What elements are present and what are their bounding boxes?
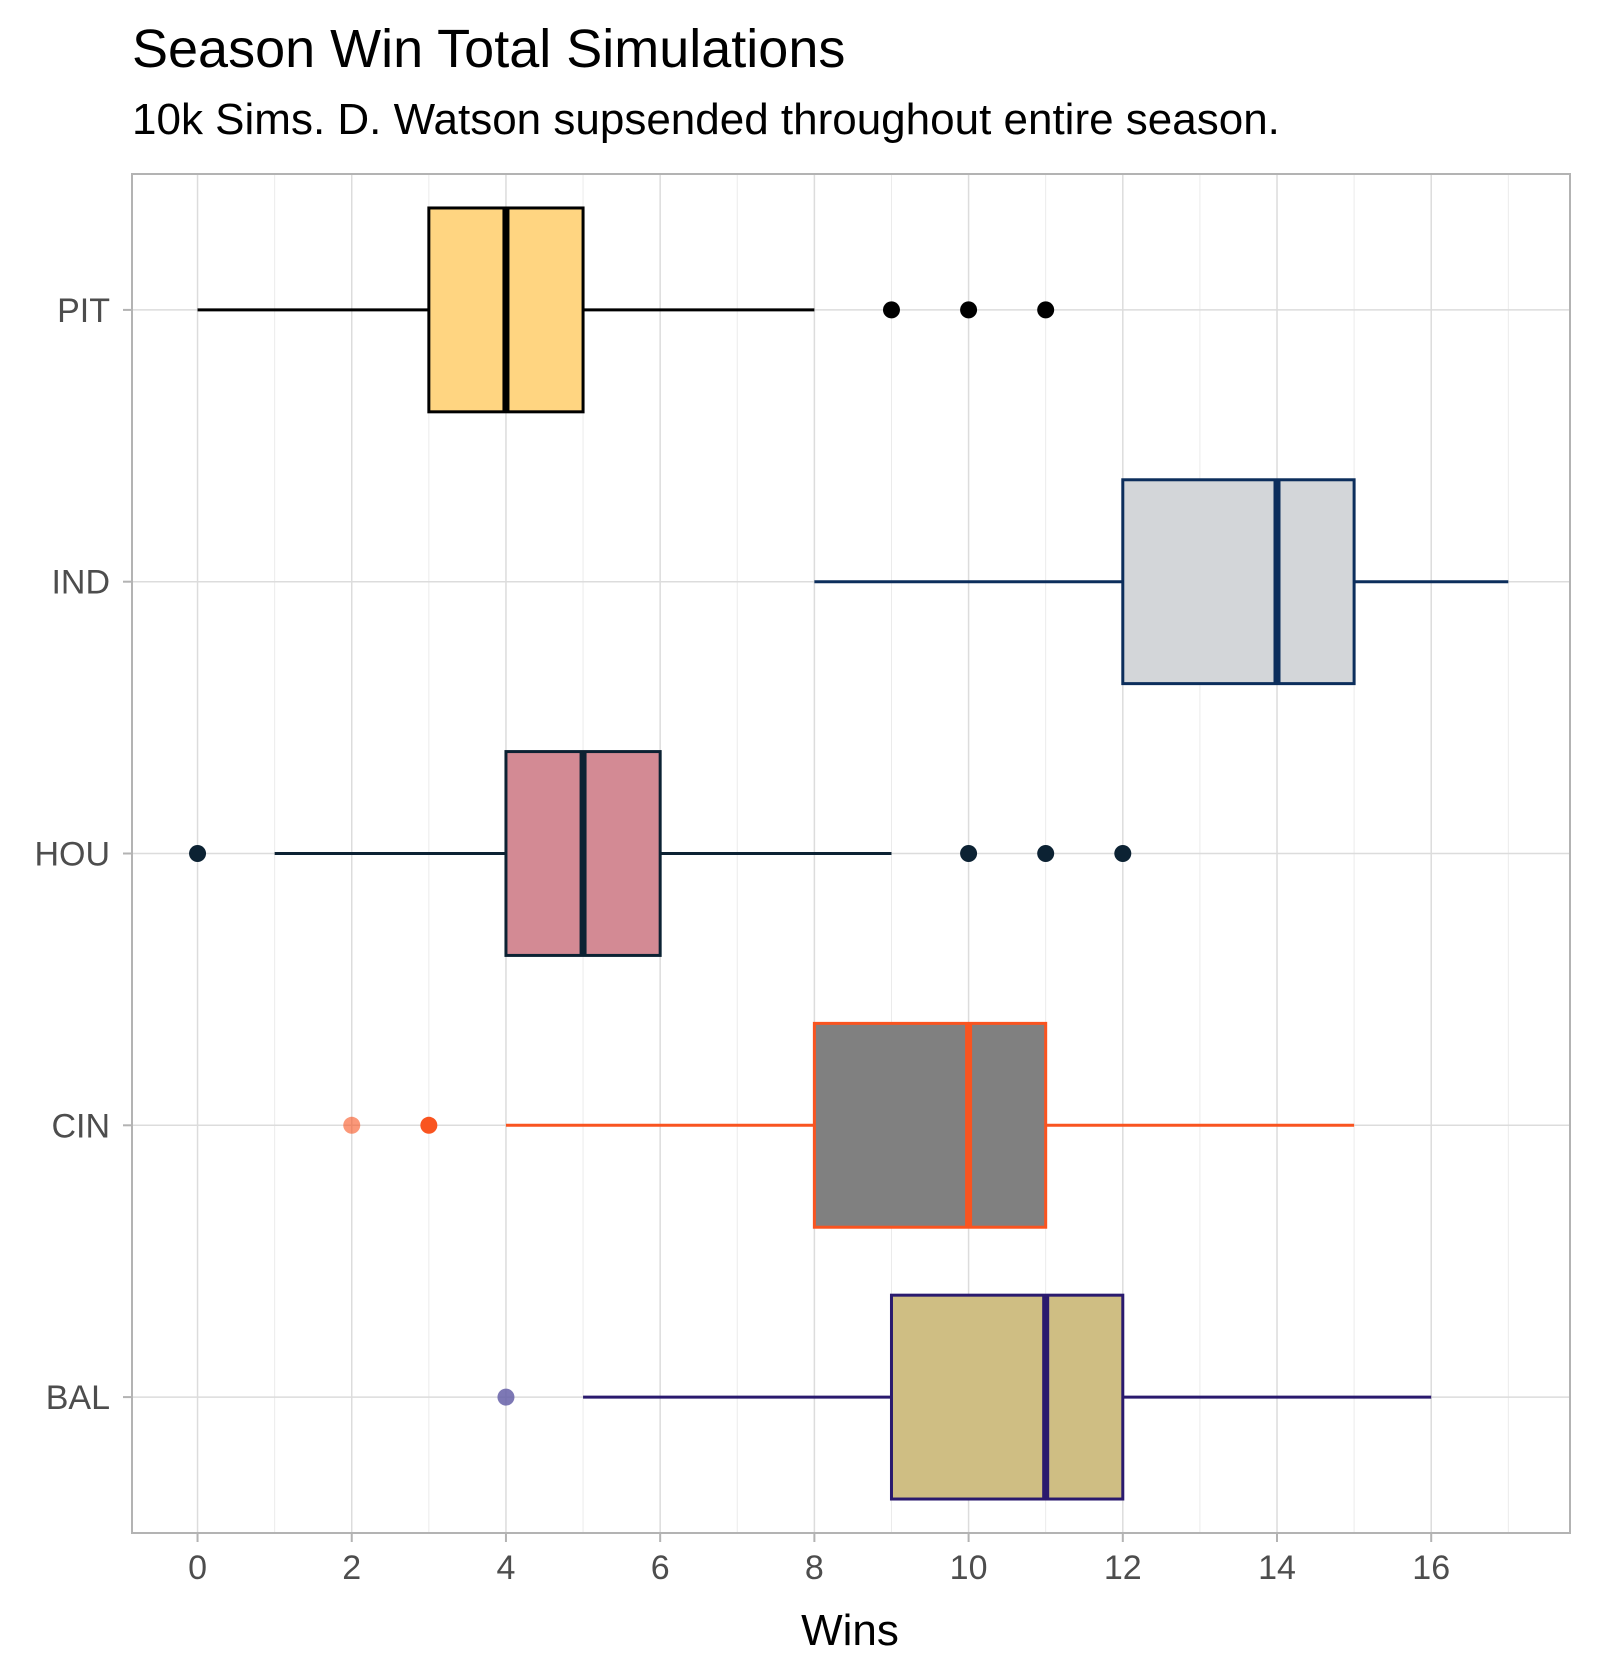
x-axis-title: Wins	[801, 1606, 899, 1655]
x-tick-label: 6	[651, 1549, 670, 1587]
box-bal	[497, 1293, 1432, 1501]
outlier-point	[1037, 845, 1055, 862]
iqr-box	[1121, 478, 1356, 686]
x-tick-label: 2	[342, 1549, 361, 1587]
x-tick-label: 10	[950, 1549, 988, 1587]
outlier-point	[882, 301, 900, 319]
outlier-point	[960, 845, 978, 862]
outlier-point	[189, 845, 207, 862]
box-hou	[189, 750, 1132, 957]
box-cin	[343, 1021, 1355, 1229]
outlier-point	[343, 1116, 361, 1134]
x-tick-label: 8	[805, 1549, 824, 1587]
outlier-point	[420, 1116, 438, 1134]
box-layer	[189, 206, 1509, 1501]
outlier-point	[497, 1388, 515, 1406]
x-tick-label: 4	[496, 1549, 515, 1587]
chart-title: Season Win Total Simulations	[132, 19, 846, 79]
y-tick-label: IND	[51, 564, 110, 602]
x-tick-label: 14	[1258, 1549, 1296, 1587]
y-tick-label: CIN	[51, 1107, 110, 1145]
outlier-point	[1114, 845, 1132, 862]
box-pit	[197, 206, 1055, 414]
x-tick-label: 16	[1412, 1549, 1450, 1587]
y-tick-label: PIT	[57, 292, 110, 330]
outlier-point	[960, 301, 978, 319]
y-tick-label: BAL	[46, 1379, 110, 1417]
box-ind	[814, 478, 1509, 686]
axis-layer: 0 2 4 6 8 10 12 14 16 PIT IND HOU CIN BAL	[34, 173, 1571, 1587]
iqr-box	[812, 1021, 1048, 1229]
iqr-box	[889, 1293, 1125, 1501]
chart-subtitle: 10k Sims. D. Watson supsended throughout…	[132, 95, 1280, 144]
outlier-point	[1037, 301, 1055, 319]
x-tick-label: 12	[1104, 1549, 1142, 1587]
x-tick-label: 0	[188, 1549, 207, 1587]
y-tick-label: HOU	[34, 836, 110, 874]
